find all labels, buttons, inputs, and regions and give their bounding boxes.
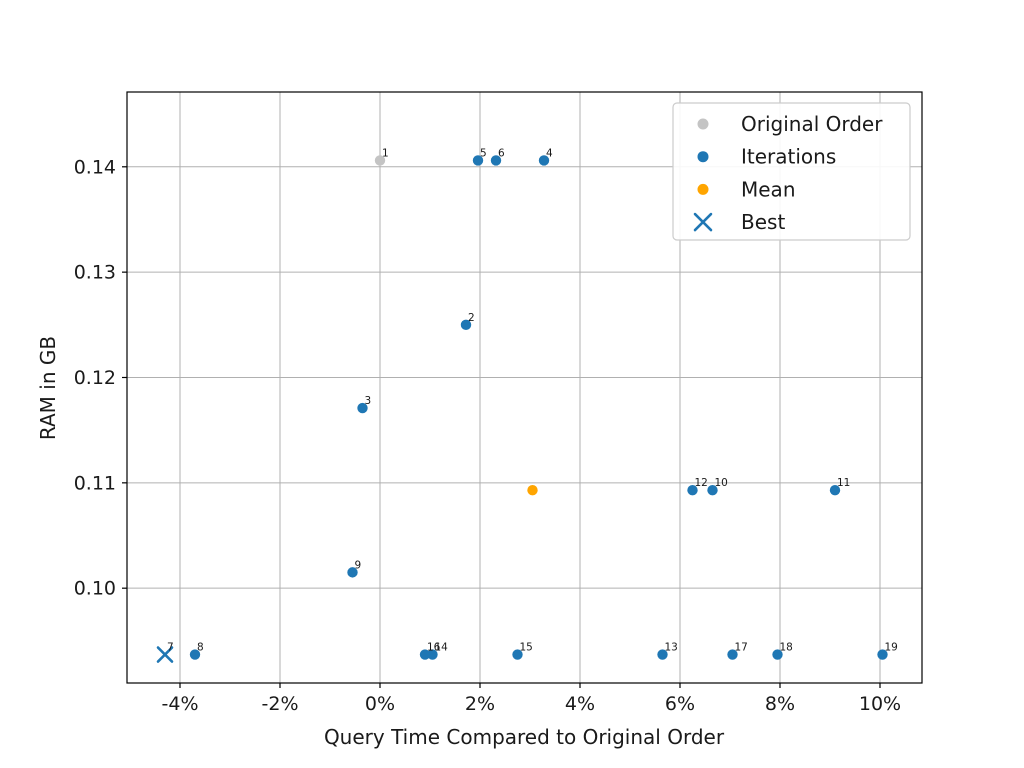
point-annotation: 6: [498, 147, 505, 159]
best-x-marker: [156, 646, 174, 663]
y-axis-label: RAM in GB: [36, 336, 60, 440]
legend-marker-dot: [697, 118, 709, 130]
point-annotation: 10: [715, 477, 728, 489]
axis-ticks: -4% -2% 0% 2% 4% 6% 8% 10% 0.10 0.11 0.12 0.13 0.14: [74, 156, 901, 715]
point-annotation: 15: [520, 642, 533, 654]
point-annotation: 11: [837, 477, 850, 489]
legend-item-label: Iterations: [741, 145, 836, 169]
point-annotation: 7: [167, 642, 174, 654]
legend-item-label: Mean: [741, 177, 796, 201]
legend-marker-dot: [697, 151, 709, 163]
iteration-point: [772, 649, 783, 660]
x-axis-label: Query Time Compared to Original Order: [324, 725, 725, 749]
data-points: [156, 155, 888, 663]
legend: Original Order Iterations Mean Best: [672, 102, 911, 241]
iteration-point: [419, 649, 431, 660]
point-annotation: 3: [365, 395, 372, 407]
iteration-point: [490, 155, 502, 166]
y-tick-label: 0.12: [74, 367, 116, 389]
plot-border: [126, 91, 923, 684]
iteration-point: [538, 155, 550, 166]
point-annotation: 2: [468, 312, 475, 324]
point-annotation: 19: [885, 642, 898, 654]
legend-item-label: Original Order: [741, 112, 883, 136]
x-tick-label: -2%: [262, 693, 299, 715]
legend-marker-x: [693, 212, 713, 232]
y-tick-label: 0.10: [74, 578, 116, 600]
x-tick-label: 6%: [665, 693, 695, 715]
x-tick-label: -4%: [162, 693, 199, 715]
point-annotation: 1: [382, 147, 389, 159]
iteration-point: [189, 649, 201, 660]
point-annotation: 14: [435, 642, 449, 654]
point-annotation: 13: [665, 642, 678, 654]
iteration-point: [707, 485, 718, 496]
y-tick-label: 0.14: [74, 156, 116, 178]
x-tick-label: 2%: [465, 693, 495, 715]
legend-item-label: Best: [741, 210, 785, 234]
iteration-point: [657, 649, 668, 660]
legend-box: [672, 102, 911, 241]
iteration-point: [427, 649, 438, 660]
x-tick-label: 10%: [859, 693, 901, 715]
x-tick-label: 8%: [765, 693, 795, 715]
point-annotation: 4: [546, 147, 553, 159]
iteration-point: [472, 155, 484, 166]
y-tick-label: 0.11: [74, 472, 116, 494]
x-tick-label: 0%: [365, 693, 395, 715]
mean-point: [527, 485, 538, 496]
point-annotation: 16: [427, 642, 441, 654]
iteration-point: [357, 402, 368, 414]
point-annotation: 18: [780, 642, 793, 654]
point-annotation: 8: [197, 642, 204, 654]
point-annotation: 5: [480, 147, 487, 159]
y-tick-label: 0.13: [74, 262, 116, 284]
iteration-point: [687, 485, 698, 496]
point-annotation: 17: [735, 642, 748, 654]
iteration-point: [727, 649, 738, 660]
x-tick-label: 4%: [565, 693, 595, 715]
original-order-point: [374, 155, 386, 166]
iteration-point: [460, 319, 472, 331]
iteration-point: [829, 485, 841, 496]
iteration-point: [877, 649, 888, 660]
point-annotation: 9: [355, 559, 362, 571]
iteration-point: [512, 649, 523, 660]
iteration-point: [347, 567, 358, 578]
legend-marker-dot: [697, 183, 709, 195]
point-annotation: 12: [695, 477, 708, 489]
